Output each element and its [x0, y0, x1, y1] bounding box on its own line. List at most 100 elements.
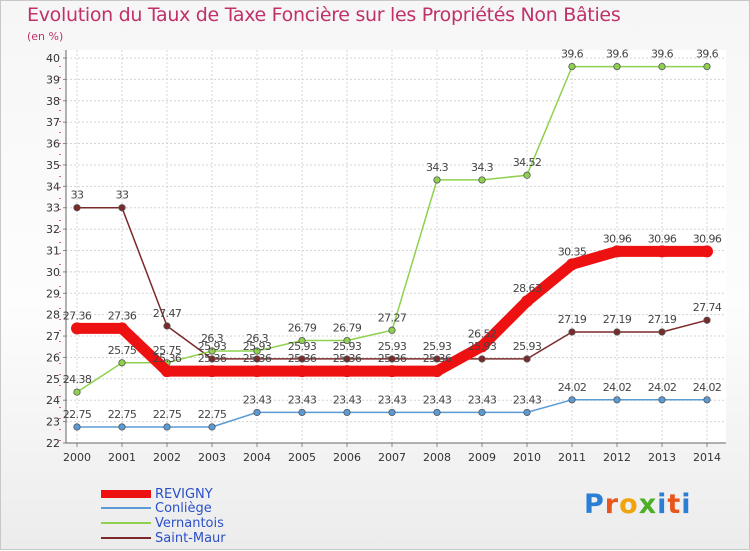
y-tick-label: 27 [46, 330, 60, 343]
data-point-saint-maur [388, 355, 396, 363]
data-point-revigny [701, 245, 713, 258]
data-point-conli-ge [253, 408, 261, 417]
data-label-vernantois: 26.79 [333, 322, 362, 335]
data-label-vernantois: 26.3 [201, 332, 224, 345]
data-point-conli-ge [163, 423, 171, 431]
data-label-saint-maur: 25.93 [288, 340, 317, 353]
data-point-vernantois [478, 176, 486, 184]
data-label-revigny: 25.36 [378, 352, 407, 365]
data-label-conli-ge: 23.43 [288, 393, 317, 406]
y-tick-label: 30 [46, 266, 60, 279]
logo-letter: P [584, 489, 605, 520]
logo-letter: i [681, 489, 692, 520]
data-label-conli-ge: 22.75 [153, 408, 182, 421]
data-point-revigny [386, 365, 398, 378]
data-label-conli-ge: 22.75 [198, 408, 227, 421]
data-label-conli-ge: 22.75 [63, 408, 92, 421]
logo-letter: x [638, 489, 658, 520]
y-tick-label: 31 [46, 245, 60, 258]
x-tick-label: 2011 [558, 451, 586, 464]
x-tick-label: 2014 [693, 451, 721, 464]
data-point-saint-maur [658, 328, 666, 336]
data-label-saint-maur: 25.93 [333, 340, 362, 353]
data-point-conli-ge [433, 408, 441, 417]
data-label-conli-ge: 23.43 [423, 393, 452, 406]
y-tick-label: 22 [46, 437, 60, 450]
data-label-saint-maur: 27.47 [153, 307, 182, 320]
data-point-vernantois [703, 62, 711, 71]
data-point-saint-maur [433, 355, 441, 363]
data-point-conli-ge [658, 396, 666, 404]
x-tick-label: 2002 [153, 451, 181, 464]
x-tick-label: 2000 [63, 451, 91, 464]
data-label-saint-maur: 25.93 [423, 340, 452, 353]
logo-letter: t [667, 489, 682, 520]
data-point-conli-ge [568, 396, 576, 404]
y-tick-label: 23 [46, 416, 60, 429]
y-tick-label: 24 [46, 394, 60, 407]
proxiti-logo: Proxiti [584, 489, 692, 520]
data-point-conli-ge [298, 408, 306, 417]
legend-label-revigny: REVIGNY [155, 487, 213, 502]
y-tick-label: 26 [46, 351, 60, 364]
data-point-conli-ge [208, 423, 216, 431]
data-point-conli-ge [118, 423, 126, 431]
legend-swatch-vernantois [101, 522, 151, 524]
data-label-revigny: 28.63 [513, 282, 542, 295]
data-label-saint-maur: 27.19 [558, 313, 587, 326]
x-tick-label: 2010 [513, 451, 541, 464]
data-point-vernantois [523, 171, 531, 179]
data-point-conli-ge [73, 423, 81, 431]
data-label-revigny: 30.96 [648, 232, 677, 245]
data-label-conli-ge: 23.43 [513, 393, 542, 406]
data-point-revigny [251, 365, 263, 378]
data-label-conli-ge: 24.02 [693, 381, 722, 394]
legend-swatch-saint-maur [101, 537, 151, 539]
x-tick-label: 2003 [198, 451, 226, 464]
x-tick-label: 2004 [243, 451, 271, 464]
y-tick-label: 39 [46, 73, 60, 86]
data-label-conli-ge: 24.02 [603, 381, 632, 394]
data-label-saint-maur: 33 [71, 189, 84, 202]
data-point-vernantois [298, 336, 306, 345]
data-label-conli-ge: 23.43 [378, 393, 407, 406]
data-label-vernantois: 39.6 [651, 48, 674, 61]
data-point-vernantois [433, 176, 441, 184]
data-label-vernantois: 39.6 [696, 48, 719, 61]
data-label-saint-maur: 25.93 [378, 340, 407, 353]
data-label-revigny: 27.36 [108, 309, 137, 322]
data-label-conli-ge: 23.43 [333, 393, 362, 406]
data-label-saint-maur: 27.19 [603, 313, 632, 326]
data-label-conli-ge: 23.43 [468, 393, 497, 406]
legend-label-saint-maur: Saint-Maur [155, 531, 226, 546]
data-point-revigny [566, 258, 578, 271]
data-point-conli-ge [478, 408, 486, 417]
x-tick-label: 2013 [648, 451, 676, 464]
y-tick-label: 25 [46, 373, 60, 386]
data-point-saint-maur [298, 355, 306, 363]
y-tick-label: 32 [46, 223, 60, 236]
data-point-revigny [161, 365, 173, 378]
data-label-revigny: 30.96 [693, 232, 722, 245]
data-label-vernantois: 34.52 [513, 156, 542, 169]
data-point-revigny [521, 295, 533, 308]
data-point-revigny [71, 322, 83, 335]
y-tick-label: 35 [46, 159, 60, 172]
data-label-revigny: 25.36 [288, 352, 317, 365]
data-label-saint-maur: 25.93 [513, 340, 542, 353]
data-point-revigny [206, 365, 218, 378]
data-point-conli-ge [523, 408, 531, 417]
logo-letter: i [657, 489, 668, 520]
data-label-revigny: 25.36 [423, 352, 452, 365]
data-point-saint-maur [478, 355, 486, 363]
data-label-saint-maur: 33 [116, 189, 129, 202]
data-label-conli-ge: 24.02 [558, 381, 587, 394]
data-point-saint-maur [253, 355, 261, 363]
data-point-vernantois [253, 347, 261, 355]
chart-title: Evolution du Taux de Taxe Foncière sur l… [27, 4, 621, 26]
x-tick-label: 2007 [378, 451, 406, 464]
data-label-saint-maur: 27.74 [693, 301, 722, 314]
data-point-saint-maur [343, 355, 351, 363]
data-point-saint-maur [523, 355, 531, 363]
